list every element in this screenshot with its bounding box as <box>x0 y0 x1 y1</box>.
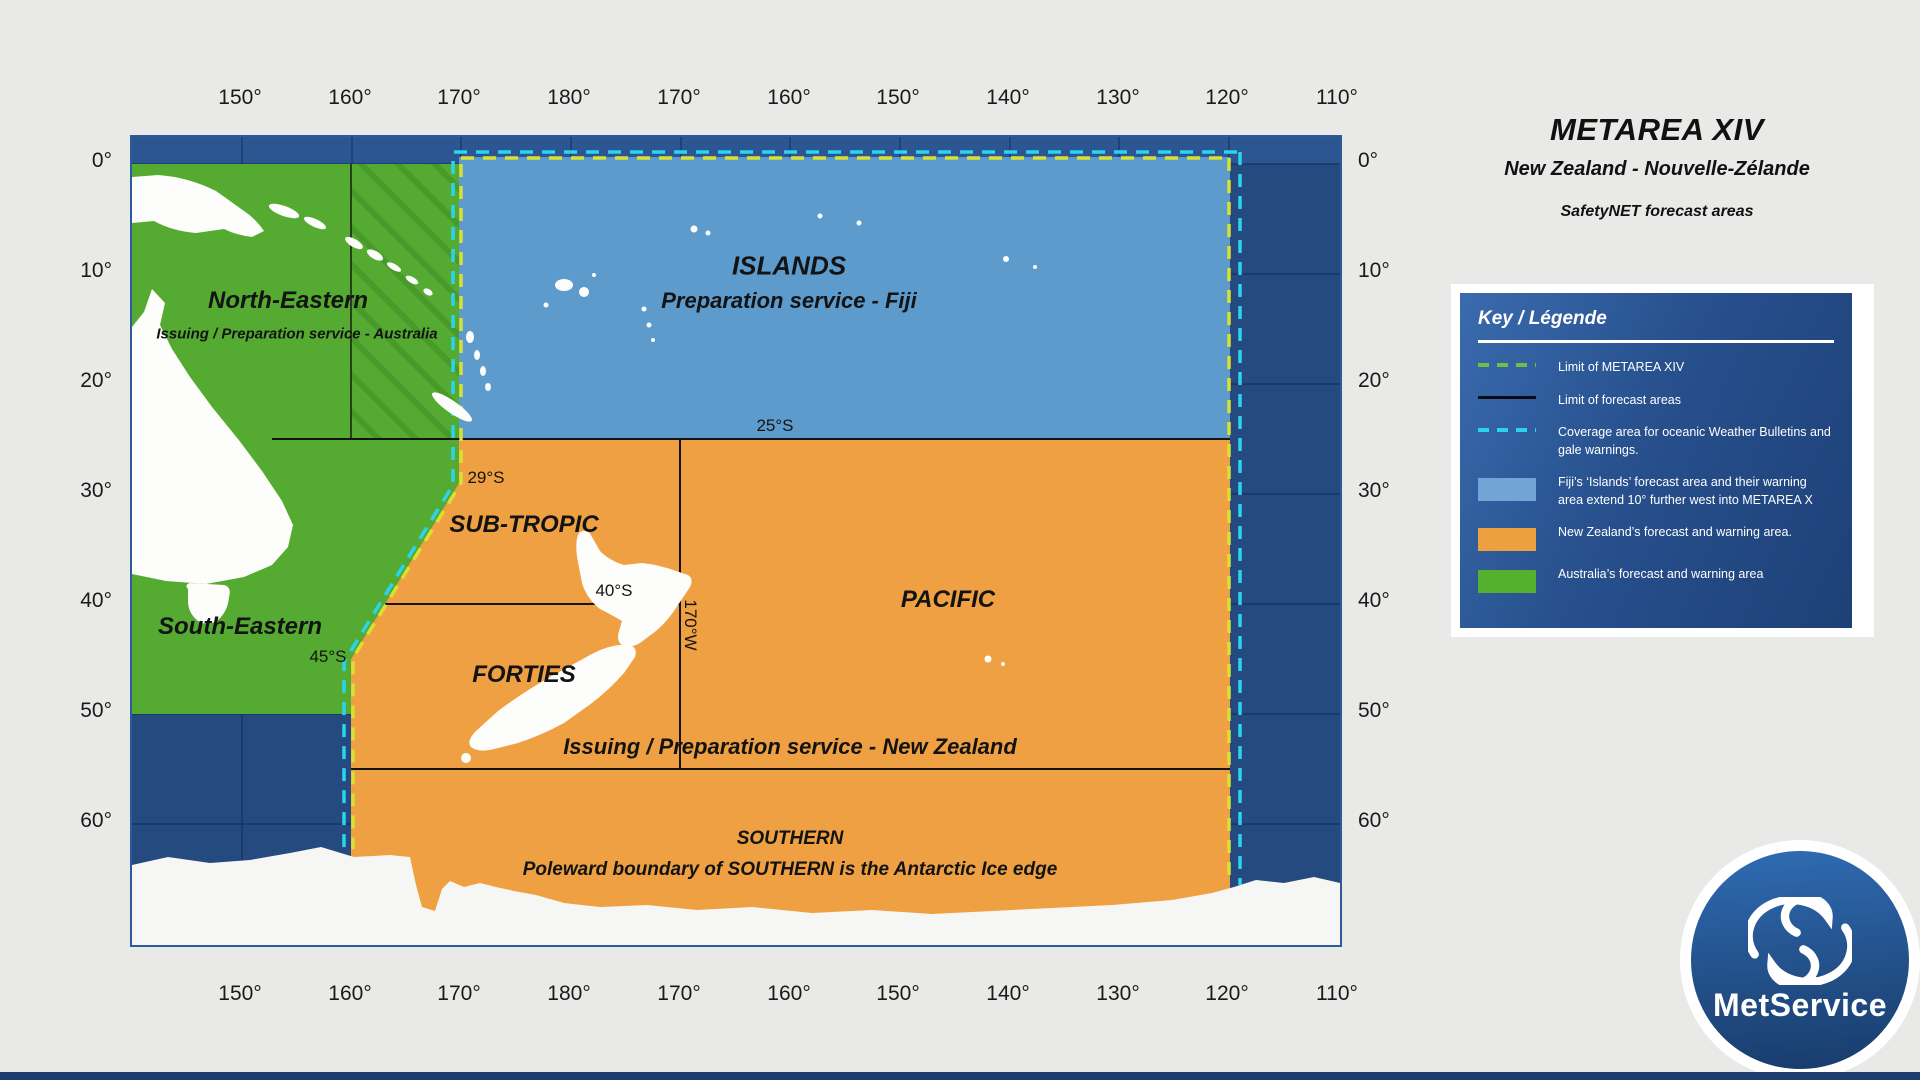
metservice-brand-text: MetService <box>1713 986 1887 1023</box>
region-label-north-eastern: North-Eastern <box>207 287 369 314</box>
lon-label: 150° <box>218 982 262 1005</box>
lon-label: 170° <box>657 982 701 1005</box>
legend-item-label: Australia’s forecast and warning area <box>1558 567 1764 581</box>
region-label-sub-tropic: SUB-TROPIC <box>449 511 599 538</box>
lon-label: 170° <box>437 86 481 109</box>
lon-label: 120° <box>1205 982 1249 1005</box>
lon-label: 140° <box>986 982 1030 1005</box>
lat-label: 10° <box>80 259 112 282</box>
legend-divider <box>1478 340 1834 343</box>
legend-item-nz-area: New Zealand’s forecast and warning area. <box>1478 524 1834 551</box>
black-line-swatch <box>1478 395 1536 399</box>
region-sublabel-southern-boundary: Poleward boundary of SOUTHERN is the Ant… <box>522 859 1058 880</box>
legend-box: Key / Légende Limit of METAREA XIV Limit… <box>1460 293 1852 628</box>
legend-item-coverage: Coverage area for oceanic Weather Bullet… <box>1478 424 1834 459</box>
lon-label: 140° <box>986 86 1030 109</box>
lon-label: 130° <box>1096 86 1140 109</box>
lon-label: 160° <box>328 982 372 1005</box>
region-label-forties: FORTIES <box>472 661 576 688</box>
region-label-south-eastern: South-Eastern <box>157 613 323 640</box>
legend-item-label: Limit of forecast areas <box>1558 392 1681 407</box>
fiji-islands-forecast-area <box>459 157 1230 439</box>
lat-label: 50° <box>80 699 112 722</box>
lat-label: 40° <box>80 589 112 612</box>
lon-label: 130° <box>1096 982 1140 1005</box>
title-block: METAREA XIV New Zealand - Nouvelle-Zélan… <box>1447 112 1867 221</box>
antarctic-ice-edge <box>132 847 1340 945</box>
coverage-area-dashed-line <box>342 150 1242 885</box>
lon-label: 170° <box>657 86 701 109</box>
lat-label: 0° <box>1358 149 1379 172</box>
bottom-edge-bar <box>0 1072 1920 1080</box>
lon-label: 150° <box>876 86 920 109</box>
region-sublabel-australia-service: Issuing / Preparation service - Australi… <box>156 325 438 343</box>
lon-label: 120° <box>1205 86 1249 109</box>
legend-item-label: Limit of METAREA XIV <box>1558 360 1685 374</box>
green-area-swatch <box>1478 570 1536 593</box>
landmasses <box>132 175 1037 763</box>
lon-label: 150° <box>218 86 262 109</box>
new-caledonia-land <box>432 392 472 422</box>
page-tagline: SafetyNET forecast areas <box>1560 203 1754 220</box>
page-subtitle: New Zealand - Nouvelle-Zélande <box>1504 158 1810 180</box>
legend-panel: Key / Légende Limit of METAREA XIV Limit… <box>1451 284 1874 637</box>
legend-item-label: Fiji’s ‘Islands’ forecast area and their… <box>1558 475 1813 507</box>
map-canvas <box>132 137 1340 945</box>
lat-label: 20° <box>1358 369 1390 392</box>
region-sublabel-fiji-service: Preparation service - Fiji <box>661 288 917 313</box>
lat-label: 10° <box>1358 259 1390 282</box>
lat-label: 50° <box>1358 699 1390 722</box>
lon-label: 160° <box>328 86 372 109</box>
nz-south-island-land <box>469 644 636 751</box>
lon-label: 170° <box>437 982 481 1005</box>
region-label-islands: ISLANDS <box>731 250 847 281</box>
lon-label: 160° <box>767 86 811 109</box>
metarea-limit-dashed-line <box>351 156 1231 882</box>
latitude-annotation-45s: 45°S <box>309 647 347 666</box>
new-zealand-forecast-area <box>351 439 1230 927</box>
orange-area-swatch <box>1478 528 1536 551</box>
blue-area-swatch <box>1478 478 1536 501</box>
legend-item-forecast-limit: Limit of forecast areas <box>1478 392 1834 410</box>
region-label-pacific: PACIFIC <box>900 586 996 613</box>
forecast-areas-map <box>130 135 1342 947</box>
lat-label: 40° <box>1358 589 1390 612</box>
tasmania-land <box>186 583 230 624</box>
green-dash-swatch <box>1478 363 1536 367</box>
lon-label: 110° <box>1316 86 1358 109</box>
lon-label: 150° <box>876 982 920 1005</box>
legend-item-label: Coverage area for oceanic Weather Bullet… <box>1558 425 1831 457</box>
lon-label: 180° <box>547 86 591 109</box>
latitude-annotation-40s: 40°S <box>595 581 633 600</box>
region-sublabel-nz-service: Issuing / Preparation service - New Zeal… <box>563 734 1017 759</box>
fiji-land <box>555 279 573 291</box>
legend-item-label: New Zealand’s forecast and warning area. <box>1558 525 1792 539</box>
fiji-extension-hatch-area <box>351 164 459 439</box>
cyan-dash-swatch <box>1478 428 1536 432</box>
lat-label: 20° <box>80 369 112 392</box>
lat-label: 60° <box>80 809 112 832</box>
latitude-annotation-25s: 25°S <box>756 416 794 435</box>
lat-label: 60° <box>1358 809 1390 832</box>
legend-heading: Key / Légende <box>1478 308 1607 329</box>
australia-land <box>132 289 293 584</box>
legend-item-metarea-limit: Limit of METAREA XIV <box>1478 359 1834 377</box>
new-guinea-land <box>132 175 264 237</box>
region-label-southern: SOUTHERN <box>736 828 844 849</box>
metservice-koru-icon <box>1748 896 1852 985</box>
lat-label: 0° <box>91 149 112 172</box>
legend-item-fiji-area: Fiji’s ‘Islands’ forecast area and their… <box>1478 474 1834 509</box>
nz-north-island-land <box>576 530 692 647</box>
lat-label: 30° <box>80 479 112 502</box>
lat-label: 30° <box>1358 479 1390 502</box>
lon-label: 160° <box>767 982 811 1005</box>
page-title: METAREA XIV <box>1550 112 1764 147</box>
legend-item-australia-area: Australia’s forecast and warning area <box>1478 566 1834 593</box>
lon-label: 180° <box>547 982 591 1005</box>
longitude-annotation-170w: 170°W <box>681 599 700 651</box>
lon-label: 110° <box>1316 982 1358 1005</box>
latitude-annotation-29s: 29°S <box>467 468 505 487</box>
metservice-logo: MetService <box>1680 840 1920 1080</box>
